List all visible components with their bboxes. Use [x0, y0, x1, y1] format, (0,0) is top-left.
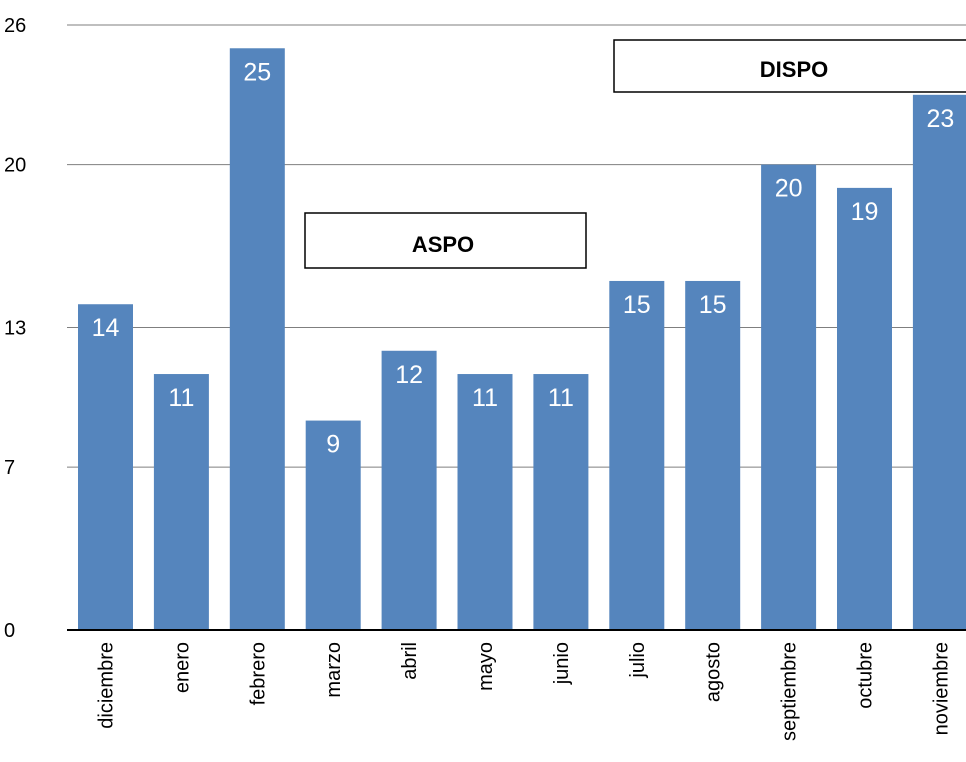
- x-tick-label: diciembre: [96, 642, 118, 729]
- bar: [305, 420, 361, 630]
- bar-value-label: 23: [926, 105, 954, 133]
- bar: [837, 187, 892, 630]
- bar: [609, 280, 665, 630]
- bar: [685, 280, 741, 630]
- y-tick-label: 0: [4, 620, 15, 642]
- bar-value-label: 15: [623, 291, 651, 319]
- y-tick-label: 7: [4, 457, 15, 479]
- bar: [457, 374, 513, 630]
- bar: [153, 374, 209, 630]
- x-tick-label: noviembre: [930, 642, 952, 735]
- x-tick-label: febrero: [247, 642, 269, 705]
- bar: [912, 94, 966, 631]
- y-tick-label: 13: [4, 318, 26, 340]
- bar-value-label: 20: [775, 175, 803, 203]
- bar-value-label: 19: [851, 198, 879, 226]
- bars: [78, 48, 966, 631]
- x-tick-label: junio: [551, 642, 573, 685]
- bar-value-label: 14: [92, 314, 120, 342]
- x-axis-tick-labels: diciembre enero febrero marzo abril mayo junio…: [96, 642, 953, 741]
- bar-value-label: 15: [699, 291, 727, 319]
- y-tick-label: 26: [4, 15, 26, 37]
- x-tick-label: marzo: [323, 642, 345, 698]
- gridlines: [67, 24, 966, 468]
- bar: [761, 164, 817, 630]
- dispo-annotation-label: DISPO: [760, 57, 828, 82]
- bar-value-label: 11: [472, 384, 498, 412]
- aspo-annotation-box: [304, 212, 587, 269]
- bar-value-label: 9: [326, 431, 340, 459]
- bar-value-label: 12: [395, 361, 423, 389]
- y-axis-tick-labels: 0 7 13 20 26: [4, 15, 26, 642]
- x-tick-label: julio: [627, 642, 649, 679]
- y-tick-label: 20: [4, 155, 26, 177]
- dispo-annotation-box: [613, 39, 966, 93]
- bar-value-label: 11: [168, 384, 194, 412]
- x-tick-label: enero: [171, 642, 193, 693]
- bar-value-label: 11: [548, 384, 574, 412]
- x-tick-label: agosto: [703, 642, 725, 702]
- bar: [381, 350, 437, 630]
- data-labels: 14 11 25 9 12 11 11 15 15 20 19 23: [92, 58, 955, 458]
- bar-value-label: 25: [243, 58, 271, 86]
- aspo-annotation-label: ASPO: [412, 232, 474, 257]
- bar: [78, 304, 133, 630]
- bar: [229, 48, 285, 631]
- aspo-annotation: ASPO: [304, 212, 587, 269]
- dispo-annotation: DISPO: [613, 39, 966, 93]
- x-tick-label: abril: [399, 642, 421, 680]
- x-tick-label: mayo: [475, 642, 497, 691]
- bar: [533, 374, 589, 630]
- x-tick-label: septiembre: [779, 642, 801, 741]
- x-tick-label: octubre: [855, 642, 877, 709]
